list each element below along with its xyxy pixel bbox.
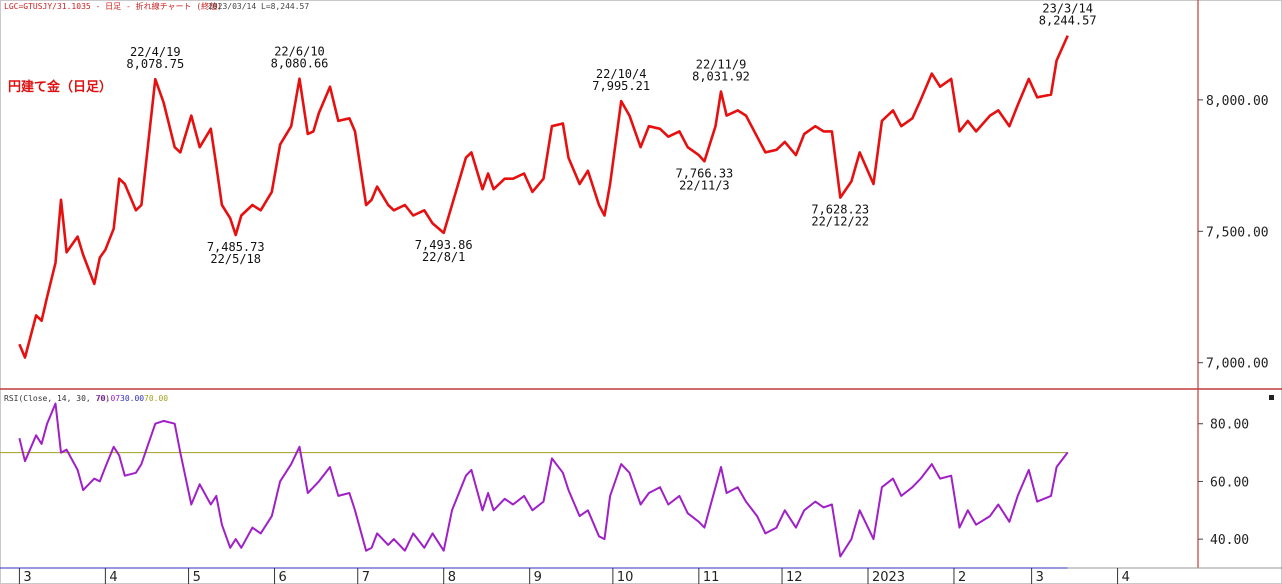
x-tick-label: 4 — [1122, 570, 1130, 584]
annotation-label: 7,485.73 — [207, 240, 265, 254]
price-tick-label: 8,000.00 — [1206, 94, 1269, 109]
price-tick-label: 7,000.00 — [1206, 357, 1269, 372]
annotation-label: 22/6/10 — [274, 45, 325, 59]
x-tick-label: 7 — [362, 570, 370, 584]
rsi-bands — [0, 452, 1068, 569]
rsi-series-line — [18, 402, 1069, 558]
annotation-label: 7,493.86 — [415, 238, 473, 252]
annotation-label: 7,995.21 — [592, 79, 650, 93]
price-y-ticks: 7,000.00 7,500.00 8,000.00 — [1198, 94, 1269, 372]
x-tick-label: 3 — [23, 570, 31, 584]
rsi-label: RSI(Close, 14, 30, 70) — [4, 394, 110, 403]
rsi-tick-label: 60.00 — [1210, 475, 1249, 490]
date-header: 2023/03/14 L=8,244.57 — [208, 2, 309, 11]
rsi-value-current: 70.07 — [96, 394, 120, 403]
annotation-label: 8,031.92 — [692, 69, 750, 83]
rsi-y-ticks: 40.00 60.00 80.00 — [1198, 418, 1249, 548]
price-tick-label: 7,500.00 — [1206, 225, 1269, 240]
annotation-label: 7,766.33 — [675, 166, 733, 180]
annotation-label: 8,080.66 — [271, 57, 329, 71]
x-tick-label: 8 — [448, 570, 456, 584]
annotation-label: 22/4/19 — [130, 45, 181, 59]
annotation-label: 22/10/4 — [596, 67, 647, 81]
x-tick-label: 5 — [193, 570, 201, 584]
annotation-label: 7,628.23 — [811, 203, 869, 217]
annotation-label: 22/5/18 — [210, 252, 261, 266]
rsi-value-upper: 70.00 — [144, 394, 168, 403]
annotation-label: 22/8/1 — [422, 250, 465, 264]
rsi-tick-label: 40.00 — [1210, 533, 1249, 548]
x-tick-label: 11 — [703, 570, 720, 584]
x-tick-label: 3 — [1036, 570, 1044, 584]
x-tick-label: 2 — [958, 570, 966, 584]
annotation-label: 23/3/14 — [1042, 2, 1093, 16]
annotation-label: 8,078.75 — [126, 57, 184, 71]
price-series-line — [18, 35, 1069, 359]
annotation-label: 8,244.57 — [1039, 14, 1097, 28]
chart-title: 円建て金（日足） — [8, 79, 112, 95]
annotation-label: 22/12/22 — [811, 215, 869, 229]
x-axis-ticks: 3 4 5 6 7 8 9 10 11 12 2023 2 3 4 — [18, 568, 1130, 584]
panel-close-icon[interactable] — [1269, 395, 1274, 400]
x-tick-label: 6 — [279, 570, 287, 584]
x-tick-label: 4 — [109, 570, 117, 584]
annotation-label: 22/11/3 — [679, 178, 730, 192]
rsi-value-lower: 30.00 — [120, 394, 144, 403]
x-tick-label: 12 — [786, 570, 803, 584]
annotation-label: 22/11/9 — [696, 57, 747, 71]
x-tick-label: 2023 — [872, 570, 905, 584]
price-annotations: 22/4/198,078.757,485.7322/5/1822/6/108,0… — [126, 2, 1096, 266]
x-tick-label: 9 — [534, 570, 542, 584]
rsi-tick-label: 80.00 — [1210, 418, 1249, 433]
x-tick-label: 10 — [617, 570, 634, 584]
symbol-header: LGC=GTUSJY/31.1035 - 日足 - 折れ線チャート (終値) — [4, 1, 222, 11]
